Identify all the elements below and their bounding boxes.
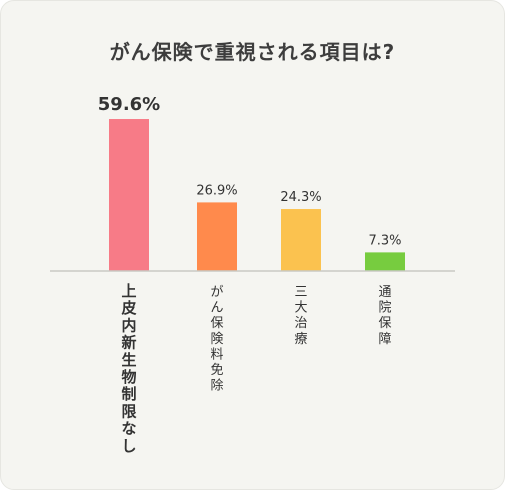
category-char: 除 (210, 379, 223, 394)
category-char: 物 (121, 368, 136, 386)
bar-2 (197, 202, 237, 271)
category-label-2: がん保険料免除がん保険料免除 (210, 285, 223, 394)
category-char: 療 (294, 332, 307, 347)
data-label-1: 59.6% (98, 94, 160, 115)
category-char: 大 (294, 301, 307, 316)
category-char: 内 (121, 316, 136, 334)
category-char: 新 (121, 334, 136, 352)
data-label-4: 7.3% (368, 233, 401, 248)
data-label-3: 24.3% (280, 190, 321, 205)
category-char: 制 (121, 385, 136, 403)
category-char: ん (210, 301, 223, 316)
category-char: 保 (378, 316, 391, 331)
category-char: し (121, 437, 136, 455)
category-label-3: 三大治療三大治療 (294, 285, 307, 347)
category-char: 険 (210, 332, 223, 347)
category-char: 生 (121, 351, 136, 369)
category-char: 免 (210, 363, 223, 378)
bar-1 (109, 119, 149, 272)
bar-4 (365, 252, 405, 271)
category-char: な (121, 420, 136, 438)
category-char: 上 (121, 282, 136, 300)
bar-3 (281, 209, 321, 271)
category-char: 治 (294, 316, 307, 331)
category-char: 通 (378, 285, 391, 300)
category-char: 限 (121, 402, 136, 420)
category-char: 皮 (121, 299, 136, 317)
chart-title: がん保険で重視される項目は? (109, 40, 396, 64)
category-char: 料 (210, 347, 223, 362)
category-char: が (210, 285, 223, 300)
category-label-4: 通院保障通院保障 (378, 285, 391, 347)
category-char: 院 (378, 301, 391, 316)
data-label-2: 26.9% (196, 183, 237, 198)
category-char: 三 (294, 285, 307, 300)
category-label-1: 上皮内新生物制限なし上皮内新生物制限なし (121, 282, 136, 455)
category-char: 保 (210, 316, 223, 331)
category-char: 障 (378, 332, 391, 347)
